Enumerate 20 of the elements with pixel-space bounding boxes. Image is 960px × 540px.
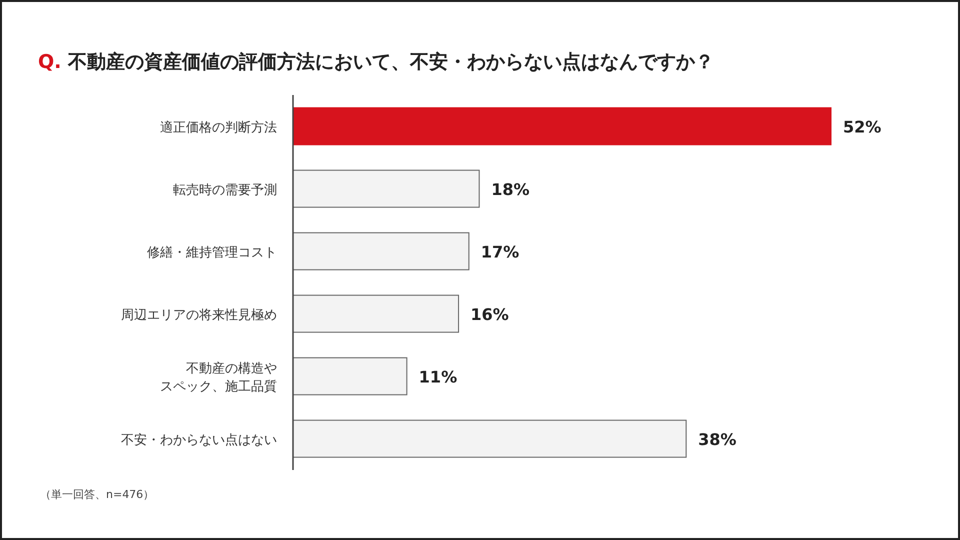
y-tick-label: 周辺エリアの将来性見極め [121,308,277,323]
bar [292,357,408,396]
y-tick-label: 不動産の構造やスペック、施工品質 [160,360,277,394]
chart-title: Q. 不動産の資産価値の評価方法において、不安・わからない点はなんですか？ [38,51,714,73]
y-tick-label: 転売時の需要予測 [173,182,277,198]
data-label: 18% [491,180,530,199]
data-label: 11% [418,367,458,386]
y-tick-label: 適正価格の判断方法 [160,119,277,136]
data-label: 38% [698,430,736,449]
bar [292,420,687,458]
data-label: 17% [480,242,520,262]
y-tick-label: 修繕・維持管理コスト [147,245,277,260]
bar [292,170,480,208]
data-label: 52% [843,117,882,136]
data-label: 16% [470,304,509,324]
bar [292,107,832,146]
bar [292,294,460,333]
y-tick-label: 不安・わからない点はない [121,432,277,448]
text: （単一回答、n=476） [40,488,154,501]
bar [292,232,470,270]
